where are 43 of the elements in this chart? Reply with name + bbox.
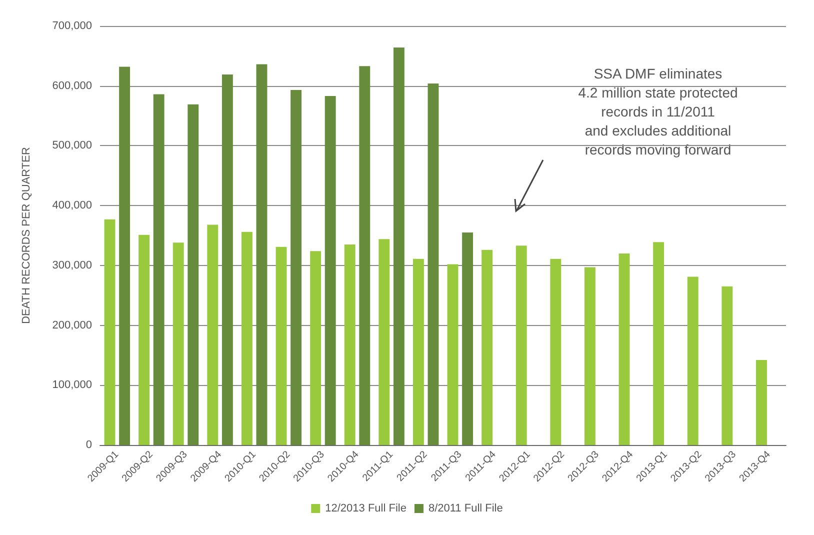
bar [516, 246, 527, 445]
bar [393, 48, 404, 445]
y-tick-label: 700,000 [52, 20, 92, 32]
y-tick-label: 0 [86, 439, 92, 451]
bar [378, 239, 390, 445]
legend-label: 12/2013 Full File [325, 502, 406, 514]
bar [276, 246, 287, 445]
bar [222, 74, 233, 445]
bar [172, 242, 184, 445]
bar [462, 232, 474, 445]
bar [756, 360, 767, 445]
bar [119, 66, 130, 445]
bar [359, 66, 370, 445]
bar [584, 267, 596, 445]
bar [482, 250, 493, 445]
y-tick-label: 200,000 [52, 319, 92, 332]
bar [256, 64, 268, 445]
bar [687, 276, 698, 445]
bar [310, 251, 322, 445]
y-axis-title: DEATH RECORDS PER QUARTER [20, 147, 32, 324]
annotation: SSA DMF eliminates 4.2 million state protected records in 11/2011 and excludes additional records moving forward [578, 66, 738, 158]
y-tick-label: 600,000 [52, 80, 92, 92]
bar [447, 264, 458, 445]
bar [290, 90, 302, 445]
bar [188, 104, 199, 445]
bar [104, 219, 116, 445]
bar [324, 96, 336, 445]
y-tick-label: 300,000 [52, 259, 92, 272]
y-tick-label: 500,000 [52, 140, 92, 152]
bar [428, 83, 439, 445]
bar [344, 244, 356, 445]
bar [241, 232, 252, 445]
bar [207, 224, 218, 445]
bar [412, 258, 424, 445]
legend-label: 8/2011 Full File [428, 502, 503, 514]
bar [722, 286, 733, 445]
y-tick-label: 100,000 [52, 379, 92, 392]
bar [138, 234, 150, 445]
y-tick-label: 400,000 [52, 200, 92, 212]
bar [618, 253, 630, 445]
bar [153, 94, 164, 445]
bar [550, 258, 562, 445]
bar [653, 242, 664, 445]
